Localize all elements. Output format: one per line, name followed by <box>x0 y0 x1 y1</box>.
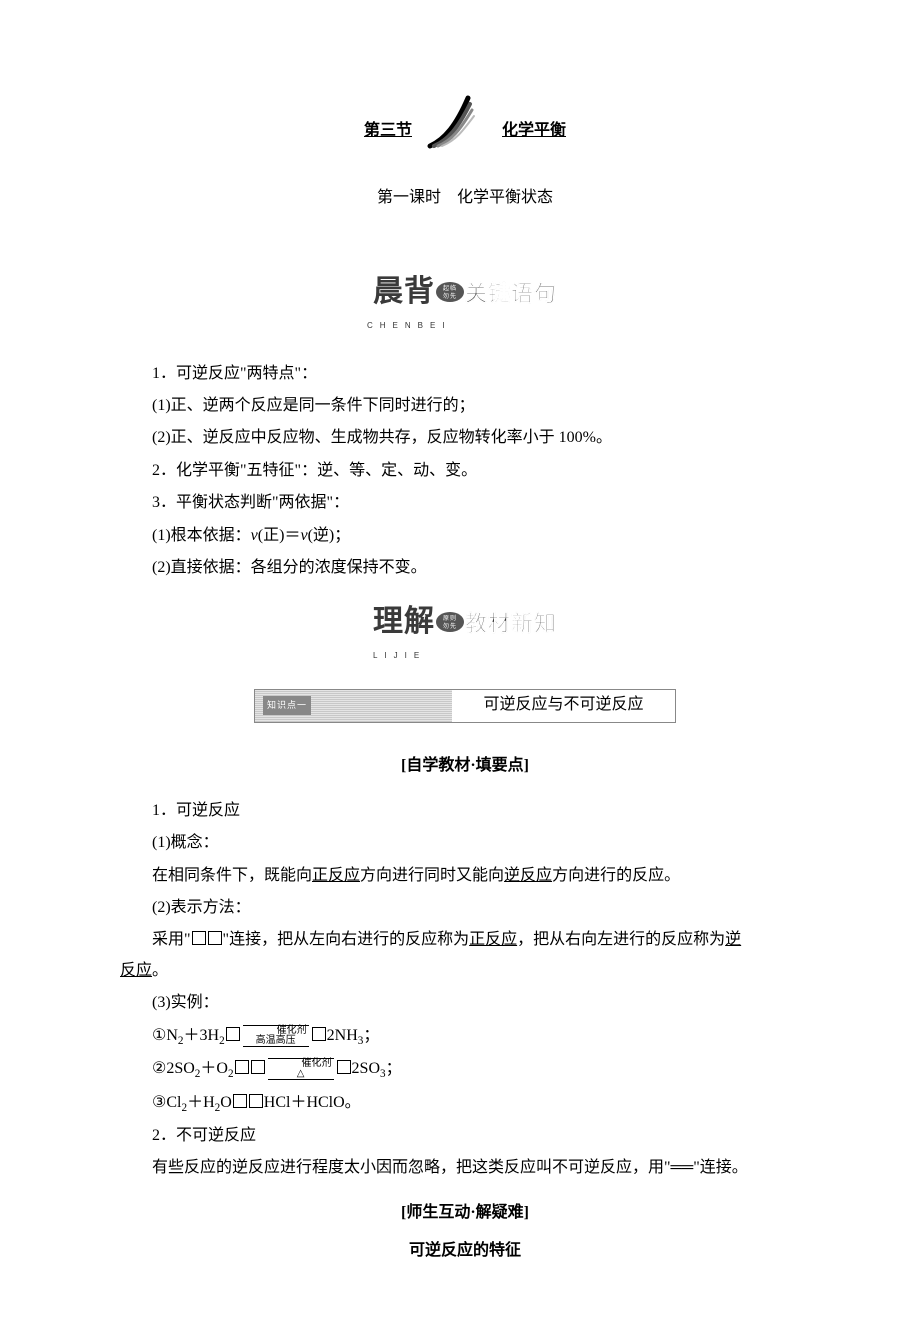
s2-p2-c: ，把从右向左进行的反应称为 <box>517 931 725 948</box>
s1-p7: (2)直接依据：各组分的浓度保持不变。 <box>120 553 810 583</box>
s2-p1-u1: 正反应 <box>312 867 360 884</box>
banner1-pill: 起临勿先 <box>435 281 465 314</box>
r2-cond-top: 催化剂 <box>302 1058 332 1069</box>
s2-p3: 有些反应的逆反应进行程度太小因而忽略，把这类反应叫不可逆反应，用"══"连接。 <box>120 1153 810 1183</box>
s2-p2-d: 。 <box>152 962 168 979</box>
r2-end: ； <box>386 1060 402 1077</box>
banner-lijie: 理解原则勿先教材新知 LIJIE <box>355 593 575 663</box>
r1-condition: 催化剂高温高压 <box>243 1025 309 1047</box>
s1-p6-v2: v <box>300 527 307 544</box>
r2-cond-bottom: △ <box>297 1068 305 1079</box>
knowledge-box-title: 可逆反应与不可逆反应 <box>452 690 675 722</box>
r2-box-c <box>337 1060 351 1074</box>
r2-plus: ＋O <box>200 1060 228 1077</box>
s2-p2: 采用" "连接，把从左向右进行的反应称为正反应，把从右向左进行的反应称为逆反应。 <box>120 925 810 986</box>
reaction-1: ①N2＋3H2催化剂高温高压2NH3； <box>120 1021 810 1052</box>
feature-title: 可逆反应的特征 <box>120 1236 810 1266</box>
subhead-interaction: [师生互动·解疑难] <box>120 1198 810 1228</box>
s2-h1-2: (2)表示方法： <box>120 893 810 923</box>
chapter-title-row: 第三节 化学平衡 <box>364 90 566 148</box>
s2-p1-c: 方向进行的反应。 <box>552 867 680 884</box>
placeholder-box-2 <box>208 931 222 945</box>
document-page: 第三节 化学平衡 第一课时 化学平衡状态 晨背起临勿先关键语句 CHENBEI … <box>0 0 920 1335</box>
banner1-tail: 关键语句 <box>465 281 557 306</box>
r1-lead: ①N <box>152 1027 178 1044</box>
r2-prod: 2SO <box>352 1060 380 1077</box>
chapter-title-block: 第三节 化学平衡 <box>120 90 810 148</box>
placeholder-box-1 <box>192 931 206 945</box>
s2-p2-u2b: 反应 <box>120 962 152 979</box>
knowledge-section-box: 知识点一 可逆反应与不可逆反应 <box>254 689 676 723</box>
banner2-pinyin: LIJIE <box>373 648 575 663</box>
s2-h1-1: (1)概念： <box>120 828 810 858</box>
banner1-big: 晨背 <box>373 275 435 308</box>
lesson-subtitle: 第一课时 化学平衡状态 <box>120 183 810 213</box>
svg-text:勿先: 勿先 <box>443 292 457 300</box>
r3-box-a <box>233 1094 247 1108</box>
s2-p2-a: 采用" <box>152 931 191 948</box>
s2-h1: 1．可逆反应 <box>120 796 810 826</box>
s1-p1: 1．可逆反应"两特点"： <box>120 359 810 389</box>
s1-p5: 3．平衡状态判断"两依据"： <box>120 488 810 518</box>
s2-p1: 在相同条件下，既能向正反应方向进行同时又能向逆反应方向进行的反应。 <box>120 861 810 891</box>
s1-p6: (1)根本依据：v(正)＝v(逆)； <box>120 521 810 551</box>
banner2-pill: 原则勿先 <box>435 611 465 644</box>
r3-prod: HCl＋HClO。 <box>264 1094 361 1111</box>
svg-text:原则: 原则 <box>443 614 457 622</box>
svg-text:起临: 起临 <box>443 284 457 292</box>
r1-end: ； <box>363 1027 379 1044</box>
r3-box-b <box>249 1094 263 1108</box>
banner2-big: 理解 <box>373 605 435 638</box>
r1-box-a <box>226 1027 240 1041</box>
reaction-3: ③Cl2＋H2OHCl＋HClO。 <box>120 1088 810 1119</box>
flourish-icon <box>422 90 492 150</box>
r1-plus: ＋3H <box>184 1027 220 1044</box>
s1-p6-prefix: (1)根本依据： <box>152 527 251 544</box>
r2-lead: ②2SO <box>152 1060 195 1077</box>
s1-p4: 2．化学平衡"五特征"：逆、等、定、动、变。 <box>120 456 810 486</box>
knowledge-label: 知识点一 <box>263 696 311 715</box>
r1-cond-bottom: 高温高压 <box>256 1035 296 1046</box>
svg-text:勿先: 勿先 <box>443 622 457 630</box>
chapter-name: 化学平衡 <box>502 116 566 148</box>
banner2-tail: 教材新知 <box>465 611 557 636</box>
s2-h2: 2．不可逆反应 <box>120 1121 810 1151</box>
s1-p6-zheng: (正) <box>258 527 285 544</box>
knowledge-box-left: 知识点一 <box>255 690 452 722</box>
r2-o2-sub: 2 <box>228 1068 234 1080</box>
subhead-self-study: [自学教材·填要点] <box>120 751 810 781</box>
s1-p6-v1: v <box>251 527 258 544</box>
s2-p1-a: 在相同条件下，既能向 <box>152 867 312 884</box>
s2-p2-u1: 正反应 <box>469 931 517 948</box>
r2-box-b <box>251 1060 265 1074</box>
s1-p2: (1)正、逆两个反应是同一条件下同时进行的； <box>120 391 810 421</box>
r1-h2-sub: 2 <box>219 1035 225 1047</box>
r3-o: O <box>220 1094 232 1111</box>
banner1-pinyin: CHENBEI <box>367 318 575 333</box>
s1-p6-ni: (逆)； <box>308 527 351 544</box>
s1-p6-eq: ＝ <box>284 527 300 544</box>
r1-box-b <box>312 1027 326 1041</box>
banner-chenbei: 晨背起临勿先关键语句 CHENBEI <box>355 263 575 333</box>
s2-p1-u2: 逆反应 <box>504 867 552 884</box>
s2-p1-b: 方向进行同时又能向 <box>360 867 504 884</box>
s2-p2-u2a: 逆 <box>725 931 741 948</box>
r3-lead: ③Cl <box>152 1094 181 1111</box>
s2-p2-b: "连接，把从左向右进行的反应称为 <box>223 931 470 948</box>
chapter-number: 第三节 <box>364 116 412 148</box>
r3-plus: ＋H <box>187 1094 215 1111</box>
r1-prod: 2NH <box>327 1027 358 1044</box>
s1-p3: (2)正、逆反应中反应物、生成物共存，反应物转化率小于 100%。 <box>120 423 810 453</box>
r2-condition: 催化剂△ <box>268 1058 334 1080</box>
s2-h1-3: (3)实例： <box>120 988 810 1018</box>
r2-box-a <box>235 1060 249 1074</box>
reaction-2: ②2SO2＋O2催化剂△2SO3； <box>120 1054 810 1085</box>
